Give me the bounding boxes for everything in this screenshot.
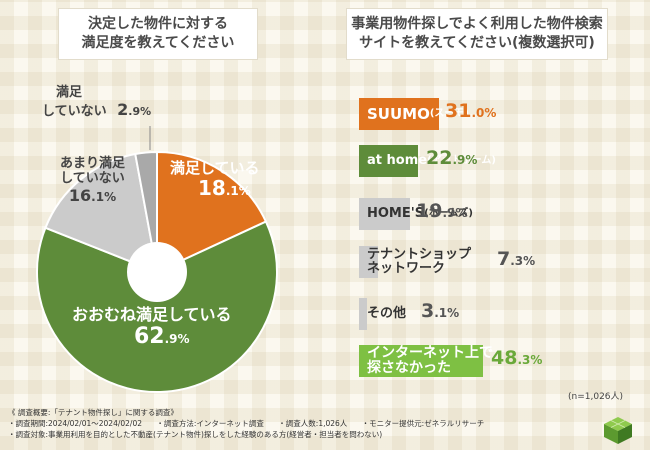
pie-chart-title: 決定した物件に対する 満足度を教えてください [58,8,258,60]
sample-size-note: (n=1,026人) [568,392,624,402]
bar-suumo [359,98,439,130]
pie-label-not-very-satisfied: あまり満足 していない 16.1% [60,156,126,205]
bar-value-tenant-shop-network: 7.3% [497,248,536,270]
pie-slice-mostly-satisfied [36,220,278,393]
bar-label-other: その他 [367,306,407,321]
pie-slice-not-satisfied [134,150,158,273]
bar-label-suumo: SUUMO (スーモ) [367,105,469,123]
bar-value-did-not-search-online: 48.3% [491,347,543,369]
bar-label-did-not-search-online: インターネット上で 探さなかった [367,345,493,376]
bar-did-not-search-online [359,345,483,377]
bar-value-other: 3.1% [421,300,460,322]
bar-other [359,298,367,330]
bar-label-tenant-shop-network: テナントショップ ネットワーク [367,247,472,276]
bar-label-homes: HOME'S (ホームズ) [367,206,473,221]
pie-label-not-satisfied: 満足 していない 2.9% [42,85,152,119]
brand-cube-logo-icon [604,417,632,444]
bar-homes [359,198,410,230]
bar-tenant-shop-network [359,246,378,278]
pie-slice-satisfied [156,150,268,274]
bar-value-suumo: 31.0% [445,100,497,122]
bar-value-homes: 19.9% [416,200,468,222]
pie-label-satisfied: 満足している 18.1% [170,159,260,201]
survey-footer: 《 調査概要:「テナント物件探し」に関する調査》 ・調査期間:2024/02/0… [8,408,485,439]
bar-value-athome: 22.9% [426,147,478,169]
pie-slice-not-very-satisfied [44,152,159,274]
bar-athome [359,145,418,177]
bar-chart-title: 事業用物件探しでよく利用した物件検索 サイトを教えてください(複数選択可) [346,8,608,60]
pie-center-hole [127,242,187,302]
bar-label-athome: at home (アットホーム) [367,153,496,168]
pie-label-mostly-satisfied: おおむね満足している 62.9% [72,305,232,350]
